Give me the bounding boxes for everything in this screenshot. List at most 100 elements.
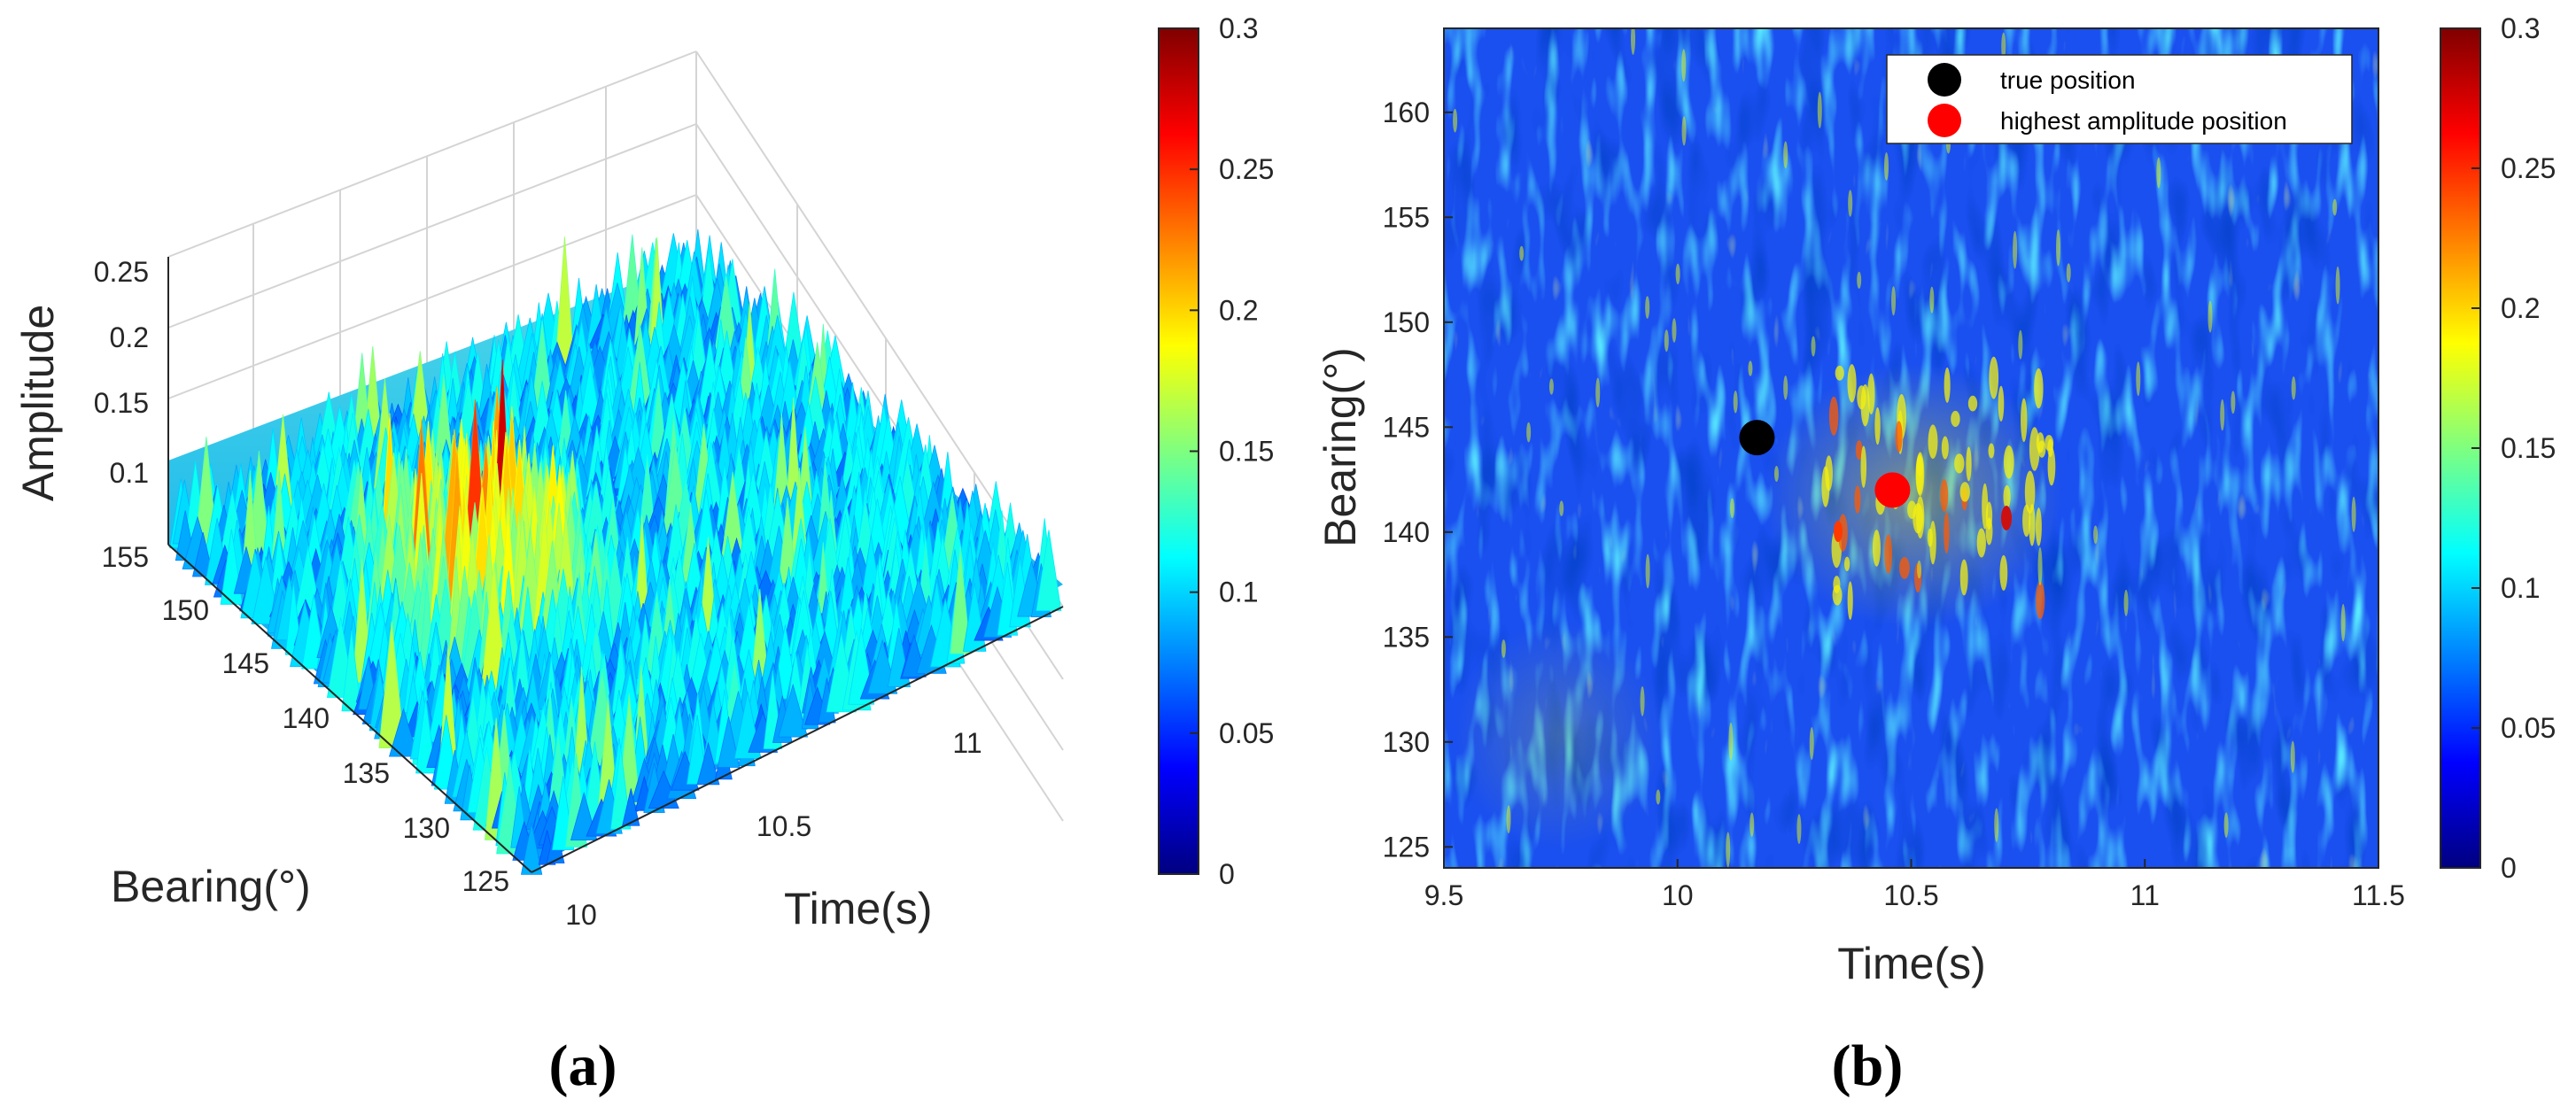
hotspot	[1854, 485, 1861, 514]
colorbar-a: 0.3 0.25 0.2 0.15 0.1 0.05 0	[1158, 12, 1274, 890]
y-tick: 130	[1383, 726, 1430, 758]
y-tick: 145	[222, 647, 269, 679]
hotspot	[1929, 286, 1935, 314]
hotspot	[2021, 398, 2028, 443]
surface-spike	[717, 716, 741, 768]
hotspot	[1501, 639, 1506, 658]
x-tick: 9.5	[1424, 879, 1463, 911]
hotspot	[1999, 554, 2008, 591]
y-tick: 125	[462, 865, 509, 897]
y-axis-label: Bearing(°)	[111, 862, 311, 911]
hotspot	[1821, 466, 1830, 507]
colorbar-tick: 0	[2501, 852, 2517, 884]
hotspot	[1832, 584, 1843, 606]
hotspot	[1855, 440, 1863, 461]
x-tick: 10	[565, 899, 597, 931]
surface-spike	[520, 822, 543, 875]
hotspot	[2022, 504, 2031, 538]
hotspot	[1750, 812, 1755, 837]
hotspot	[1976, 528, 1986, 558]
x-tick: 11	[952, 727, 982, 759]
hotspot	[2231, 391, 2236, 414]
hotspot	[1645, 296, 1650, 319]
hotspot	[2013, 230, 2018, 269]
hotspot	[1640, 685, 1645, 716]
hotspot	[2223, 812, 2229, 838]
hotspot	[2093, 525, 2099, 545]
colorbar-tick: 0.25	[2501, 152, 2556, 184]
hotspot	[1847, 364, 1857, 403]
x-axis-ticks: 9.5 10 10.5 11 11.5	[1424, 859, 2405, 911]
hotspot	[2136, 361, 2141, 397]
y-tick: 130	[403, 812, 450, 844]
hotspot	[2018, 329, 2023, 360]
hotspot	[1884, 151, 1889, 182]
hotspot	[1672, 318, 1677, 343]
y-axis-ticks: 125 130 135 140 145 150 155 160	[1383, 97, 1453, 863]
panel-label-a: (a)	[549, 1033, 617, 1098]
surface-spike	[1036, 530, 1062, 611]
hotspot	[1733, 390, 1738, 414]
legend: true position highest amplitude position	[1886, 54, 2353, 144]
colorbar-tick: 0.1	[2501, 572, 2540, 604]
hotspot	[1860, 383, 1870, 427]
hotspot	[1899, 556, 1910, 579]
surface-plot: 0.1 0.15 0.2 0.25 125 130 135 140 145 15…	[13, 12, 1274, 1098]
z-tick: 0.15	[94, 387, 149, 419]
colorbar-tick: 0.1	[1219, 577, 1258, 608]
surface-spike	[950, 546, 971, 654]
z-tick: 0.2	[110, 321, 149, 353]
hotspot	[1944, 512, 1950, 554]
hotspot	[1834, 521, 1843, 542]
colorbar-tick: 0.3	[2501, 12, 2540, 44]
hotspot	[1645, 554, 1650, 589]
hotspot	[2290, 740, 2295, 773]
hotspot	[1828, 396, 1839, 436]
hotspot	[2024, 470, 2036, 514]
legend-true-marker	[1928, 63, 1961, 97]
hotspot	[1929, 521, 1936, 565]
hotspot	[1847, 581, 1853, 621]
legend-peak-marker	[1928, 104, 1961, 137]
x-tick: 11	[2130, 879, 2160, 911]
x-axis-label: Time(s)	[1837, 939, 1986, 988]
hotspot	[2156, 157, 2161, 189]
hotspot	[1915, 452, 1925, 497]
y-axis-ticks: 125 130 135 140 145 150 155	[102, 541, 509, 897]
hotspot	[1891, 286, 1897, 316]
hotspot	[2056, 229, 2061, 267]
hotspot	[1519, 245, 1525, 261]
hotspot	[1506, 805, 1511, 834]
hotspot	[2351, 496, 2356, 532]
z-axis-ticks: 0.1 0.15 0.2 0.25	[94, 256, 149, 489]
hotspot	[1844, 556, 1851, 572]
x-tick: 10.5	[757, 810, 811, 842]
hotspot	[2037, 546, 2043, 586]
colorbar-tick: 0.2	[1219, 294, 1258, 326]
colorbar-tick: 0.15	[1219, 436, 1274, 468]
hotspot	[1966, 446, 1972, 482]
hotspot	[2207, 300, 2213, 333]
hotspot	[1809, 727, 1814, 761]
legend-peak-label: highest amplitude position	[2000, 107, 2287, 135]
colorbar-b: 0.3 0.25 0.2 0.15 0.1 0.05 0	[2440, 12, 2556, 884]
hotspot	[1526, 422, 1532, 443]
colorbar-tick: 0.3	[1219, 12, 1258, 44]
hotspot	[1967, 395, 1978, 412]
hotspot	[1860, 445, 1867, 488]
y-tick: 160	[1383, 97, 1430, 128]
hotspot	[1940, 478, 1949, 513]
hotspot	[1951, 410, 1960, 428]
true-position-marker	[1739, 420, 1775, 456]
hotspot	[1998, 385, 2005, 422]
hotspot	[1559, 500, 1564, 516]
highest-amplitude-marker	[1874, 472, 1911, 508]
hotspot	[1664, 329, 1669, 352]
surface-spike	[610, 747, 632, 830]
surface-spike	[622, 788, 640, 826]
y-tick: 145	[1383, 411, 1430, 443]
hotspot	[1811, 336, 1816, 357]
colorbar-tick: 0.15	[2501, 432, 2556, 464]
hotspot	[2066, 263, 2071, 283]
